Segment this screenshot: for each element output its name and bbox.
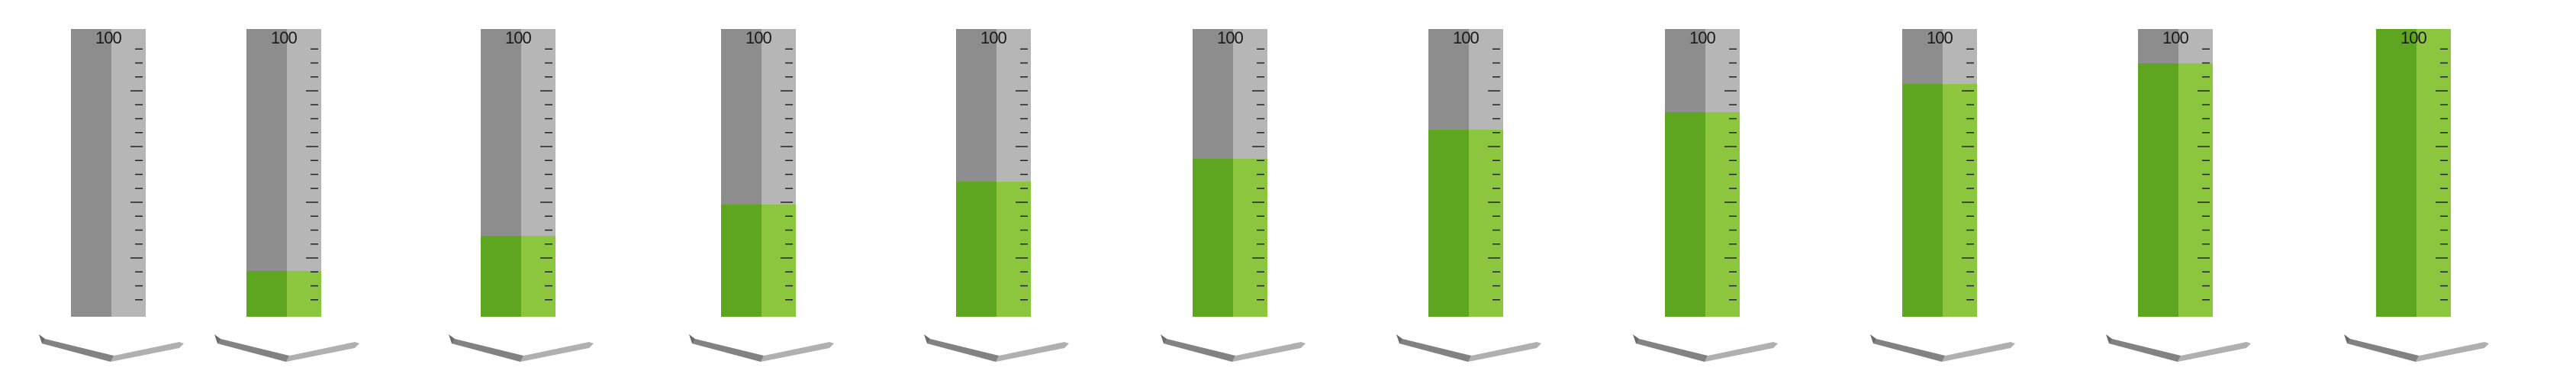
gauge-max-label: 100 — [1453, 28, 1480, 47]
level-fill-dark — [956, 182, 997, 317]
level-fill-dark — [721, 205, 762, 317]
level-fill-light — [762, 205, 796, 317]
tube-dark-half — [246, 29, 287, 317]
gauge-max-label: 100 — [95, 28, 122, 47]
level-fill-dark — [1665, 112, 1705, 317]
scale-ticks — [1016, 48, 1028, 301]
gauge-tube — [1193, 29, 1267, 317]
base-right-panel — [1232, 342, 1306, 362]
base-right-panel — [2416, 342, 2489, 362]
base-shade — [1399, 339, 1471, 362]
gauge-7: 100 — [1392, 0, 1575, 370]
level-fill-light — [1943, 84, 1977, 317]
gauge-tube — [721, 29, 796, 317]
scale-ticks — [540, 48, 552, 301]
level-fill-dark — [2376, 29, 2417, 317]
gauge-10: 100 — [2101, 0, 2285, 370]
gauge-tube — [2376, 29, 2451, 317]
base-right-panel — [2178, 342, 2251, 362]
gauge-tube — [71, 29, 146, 317]
gauge-tube — [481, 29, 555, 317]
level-fill-light — [997, 182, 1031, 317]
gauge-max-label: 100 — [2162, 28, 2189, 47]
gauge-max-label: 100 — [1927, 28, 1953, 47]
gauge-max-label: 100 — [271, 28, 298, 47]
gauge-base — [214, 334, 359, 362]
gauge-max-label: 100 — [1689, 28, 1716, 47]
level-fill-dark — [246, 271, 287, 317]
gauge-base — [1633, 334, 1778, 362]
gauge-base — [449, 334, 594, 362]
gauge-base — [1870, 334, 2015, 362]
base-right-panel — [286, 342, 359, 362]
base-shade — [452, 339, 523, 362]
base-shade — [2347, 339, 2419, 362]
gauge-3: 100 — [444, 0, 627, 370]
level-fill-light — [2178, 63, 2213, 317]
level-fill-dark — [1902, 84, 1943, 317]
gauge-base — [39, 334, 184, 362]
gauge-max-label: 100 — [745, 28, 772, 47]
gauge-base — [2106, 334, 2251, 362]
base-right-panel — [1705, 342, 1778, 362]
gauge-tube — [2138, 29, 2213, 317]
level-fill-dark — [1193, 159, 1233, 317]
base-right-panel — [1468, 342, 1541, 362]
base-shade — [927, 339, 999, 362]
scale-ticks — [1252, 48, 1264, 301]
level-fill-dark — [481, 236, 521, 317]
level-fill-light — [1233, 159, 1267, 317]
scale-ticks — [1488, 48, 1500, 301]
gauge-max-label: 100 — [505, 28, 532, 47]
scale-ticks — [1962, 48, 1974, 301]
gauge-11: 100 — [2339, 0, 2523, 370]
gauge-2: 100 — [210, 0, 393, 370]
scale-ticks — [130, 48, 143, 301]
base-shade — [2109, 339, 2181, 362]
gauge-base — [924, 334, 1069, 362]
gauge-max-label: 100 — [2401, 28, 2427, 47]
base-shade — [692, 339, 764, 362]
base-shade — [42, 339, 114, 362]
base-shade — [217, 339, 289, 362]
base-right-panel — [996, 342, 1069, 362]
gauge-8: 100 — [1628, 0, 1811, 370]
gauge-9: 100 — [1866, 0, 2049, 370]
base-right-panel — [111, 342, 184, 362]
gauge-max-label: 100 — [1217, 28, 1244, 47]
scale-ticks — [2436, 48, 2448, 301]
base-shade — [1164, 339, 1235, 362]
gauge-base — [2344, 334, 2489, 362]
gauge-tube — [1428, 29, 1503, 317]
scale-ticks — [2198, 48, 2210, 301]
level-fill-dark — [2138, 63, 2178, 317]
gauge-tube — [246, 29, 321, 317]
gauge-6: 100 — [1156, 0, 1339, 370]
gauge-4: 100 — [684, 0, 868, 370]
level-fill-light — [521, 236, 555, 317]
gauge-tube — [1902, 29, 1977, 317]
base-shade — [1636, 339, 1708, 362]
gauge-base — [689, 334, 834, 362]
base-shade — [1873, 339, 1945, 362]
base-right-panel — [761, 342, 834, 362]
scale-ticks — [306, 48, 318, 301]
level-fill-light — [287, 271, 321, 317]
tube-dark-half — [71, 29, 111, 317]
gauge-tube — [1665, 29, 1740, 317]
gauge-tube — [956, 29, 1031, 317]
gauge-5: 100 — [919, 0, 1103, 370]
gauge-max-label: 100 — [980, 28, 1007, 47]
base-right-panel — [520, 342, 594, 362]
gauge-1: 100 — [34, 0, 217, 370]
gauge-base — [1396, 334, 1541, 362]
gauge-base — [1161, 334, 1306, 362]
scale-ticks — [781, 48, 793, 301]
base-right-panel — [1942, 342, 2015, 362]
level-fill-dark — [1428, 130, 1469, 317]
scale-ticks — [1724, 48, 1737, 301]
